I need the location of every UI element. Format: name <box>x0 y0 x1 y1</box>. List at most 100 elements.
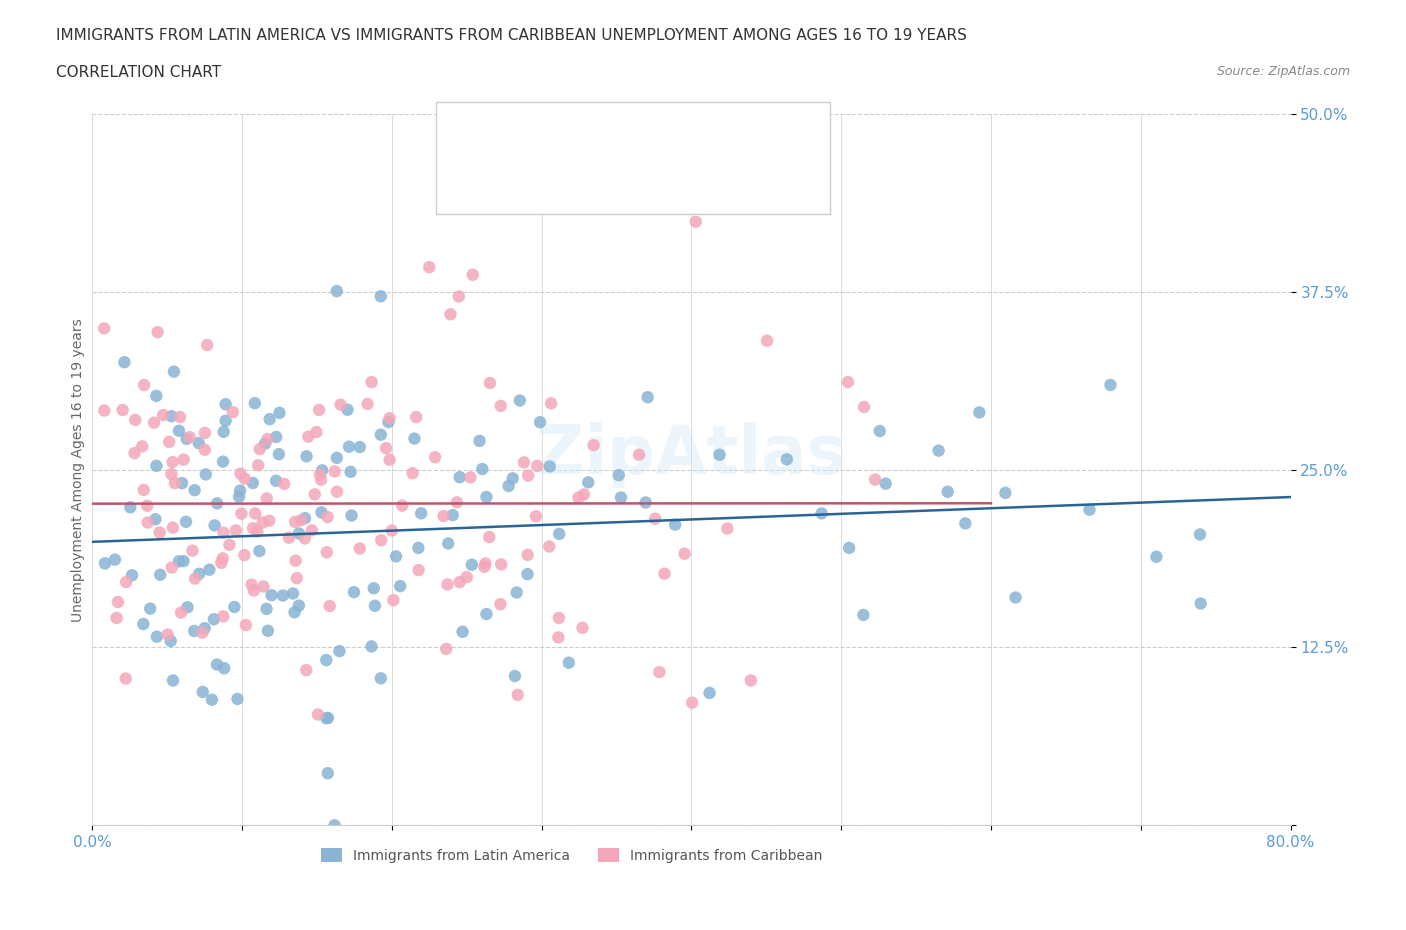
Immigrants from Caribbean <box>246 525 269 539</box>
Immigrants from Caribbean <box>162 520 184 535</box>
Immigrants from Latin America <box>269 405 291 420</box>
Immigrants from Caribbean <box>309 472 332 487</box>
Immigrants from Caribbean <box>489 597 512 612</box>
Immigrants from Caribbean <box>461 267 484 282</box>
Immigrants from Caribbean <box>256 491 278 506</box>
Immigrants from Latin America <box>607 468 630 483</box>
Immigrants from Caribbean <box>218 538 240 552</box>
Immigrants from Latin America <box>170 476 193 491</box>
Immigrants from Latin America <box>191 684 214 699</box>
Immigrants from Latin America <box>875 476 897 491</box>
Immigrants from Latin America <box>163 365 186 379</box>
Immigrants from Caribbean <box>131 439 153 454</box>
Immigrants from Caribbean <box>418 259 440 274</box>
Immigrants from Latin America <box>120 499 142 514</box>
Immigrants from Latin America <box>257 623 280 638</box>
Immigrants from Latin America <box>311 505 333 520</box>
Immigrants from Latin America <box>259 412 281 427</box>
Immigrants from Caribbean <box>162 455 184 470</box>
Immigrants from Latin America <box>548 526 571 541</box>
Immigrants from Latin America <box>1004 590 1026 604</box>
Immigrants from Latin America <box>228 489 250 504</box>
Immigrants from Latin America <box>112 354 135 369</box>
Immigrants from Latin America <box>451 624 474 639</box>
Immigrants from Latin America <box>339 464 361 479</box>
Immigrants from Caribbean <box>478 529 501 544</box>
Immigrants from Latin America <box>336 403 359 418</box>
Immigrants from Caribbean <box>526 458 548 473</box>
Immigrants from Caribbean <box>432 509 454 524</box>
Immigrants from Caribbean <box>360 375 382 390</box>
Immigrants from Latin America <box>281 586 304 601</box>
Immigrants from Latin America <box>160 409 183 424</box>
Immigrants from Latin America <box>229 484 252 498</box>
Immigrants from Latin America <box>176 432 198 446</box>
Immigrants from Caribbean <box>853 400 876 415</box>
Immigrants from Caribbean <box>478 376 501 391</box>
Immigrants from Latin America <box>441 508 464 523</box>
Immigrants from Latin America <box>214 413 236 428</box>
Immigrants from Caribbean <box>242 521 264 536</box>
Immigrants from Latin America <box>516 566 538 581</box>
Immigrants from Caribbean <box>284 514 307 529</box>
Immigrants from Caribbean <box>837 375 859 390</box>
Immigrants from Latin America <box>377 415 399 430</box>
Immigrants from Latin America <box>212 424 235 439</box>
Immigrants from Caribbean <box>489 557 512 572</box>
Immigrants from Latin America <box>159 633 181 648</box>
Immigrants from Latin America <box>264 473 287 488</box>
Immigrants from Caribbean <box>245 506 267 521</box>
Immigrants from Caribbean <box>225 523 247 538</box>
Immigrants from Caribbean <box>191 625 214 640</box>
Immigrants from Latin America <box>326 284 349 299</box>
Immigrants from Caribbean <box>474 556 496 571</box>
Immigrants from Latin America <box>408 540 430 555</box>
Immigrants from Caribbean <box>456 570 478 585</box>
Immigrants from Caribbean <box>401 466 423 481</box>
Immigrants from Latin America <box>852 607 875 622</box>
Immigrants from Caribbean <box>195 338 218 352</box>
Immigrants from Caribbean <box>179 430 201 445</box>
Text: ■: ■ <box>467 128 488 149</box>
Immigrants from Latin America <box>363 581 385 596</box>
Immigrants from Latin America <box>869 423 891 438</box>
Immigrants from Latin America <box>198 563 221 578</box>
Immigrants from Latin America <box>212 661 235 676</box>
Immigrants from Caribbean <box>233 548 256 563</box>
Immigrants from Latin America <box>709 447 731 462</box>
Immigrants from Caribbean <box>681 696 703 711</box>
Immigrants from Caribbean <box>152 407 174 422</box>
Immigrants from Latin America <box>256 602 278 617</box>
Immigrants from Latin America <box>294 511 316 525</box>
Immigrants from Caribbean <box>571 620 593 635</box>
Y-axis label: Unemployment Among Ages 16 to 19 years: Unemployment Among Ages 16 to 19 years <box>72 318 86 621</box>
Immigrants from Latin America <box>204 518 226 533</box>
Text: IMMIGRANTS FROM LATIN AMERICA VS IMMIGRANTS FROM CARIBBEAN UNEMPLOYMENT AMONG AG: IMMIGRANTS FROM LATIN AMERICA VS IMMIGRA… <box>56 28 967 43</box>
Immigrants from Caribbean <box>149 525 172 540</box>
Immigrants from Caribbean <box>378 452 401 467</box>
Immigrants from Caribbean <box>318 599 340 614</box>
Immigrants from Latin America <box>776 452 799 467</box>
Immigrants from Caribbean <box>163 475 186 490</box>
Immigrants from Caribbean <box>114 671 136 686</box>
Immigrants from Caribbean <box>582 438 605 453</box>
Text: CORRELATION CHART: CORRELATION CHART <box>56 65 221 80</box>
Immigrants from Latin America <box>226 692 249 707</box>
Immigrants from Caribbean <box>160 467 183 482</box>
Immigrants from Caribbean <box>156 627 179 642</box>
Immigrants from Caribbean <box>408 563 430 578</box>
Immigrants from Caribbean <box>242 583 264 598</box>
Immigrants from Caribbean <box>474 560 496 575</box>
Immigrants from Latin America <box>205 658 228 672</box>
Immigrants from Latin America <box>174 514 197 529</box>
Immigrants from Latin America <box>254 436 277 451</box>
Immigrants from Latin America <box>183 623 205 638</box>
Immigrants from Caribbean <box>136 515 159 530</box>
Text: N = 140: N = 140 <box>591 166 658 180</box>
Immigrants from Caribbean <box>273 476 295 491</box>
Immigrants from Caribbean <box>447 289 470 304</box>
Immigrants from Caribbean <box>540 396 562 411</box>
Immigrants from Caribbean <box>756 333 779 348</box>
Immigrants from Caribbean <box>256 432 278 446</box>
Immigrants from Caribbean <box>405 409 427 424</box>
